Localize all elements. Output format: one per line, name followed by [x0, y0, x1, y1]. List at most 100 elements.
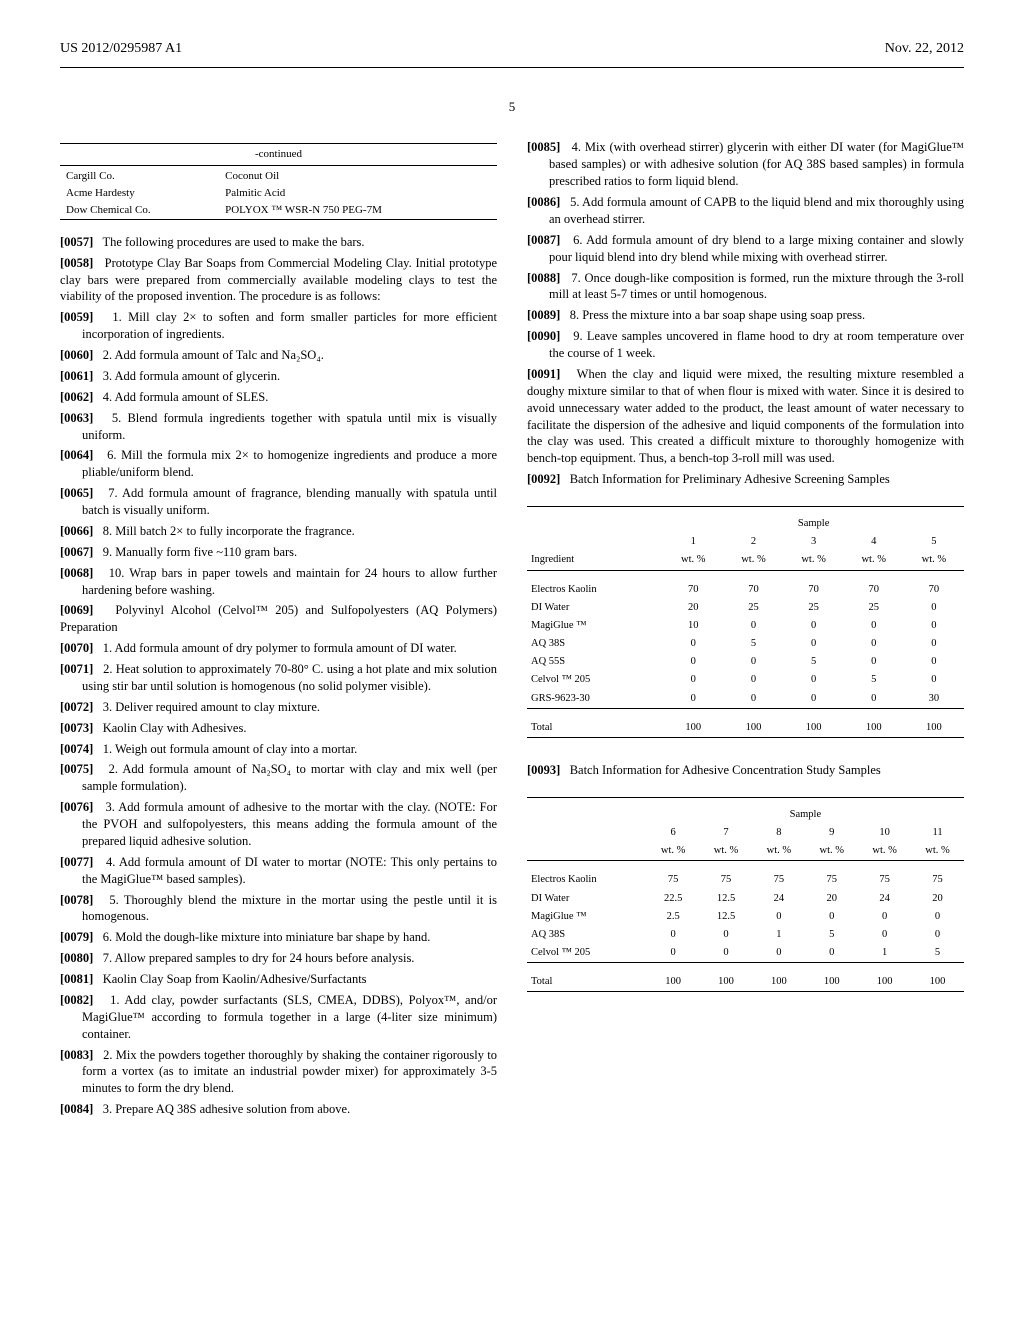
left-paragraphs: [0057] The following procedures are used…: [60, 234, 497, 1118]
value-cell: 25: [723, 599, 783, 617]
value-cell: 75: [858, 871, 911, 889]
paragraph: [0077] 4. Add formula amount of DI water…: [60, 854, 497, 888]
value-cell: 0: [858, 926, 911, 944]
para-number: [0063]: [60, 411, 93, 425]
paragraph: [0072] 3. Deliver required amount to cla…: [60, 699, 497, 716]
value-cell: 0: [752, 944, 805, 963]
para-text: 9. Manually form five ~110 gram bars.: [93, 545, 297, 559]
paragraph: [0076] 3. Add formula amount of adhesive…: [60, 799, 497, 850]
value-cell: 0: [904, 599, 964, 617]
para-number: [0076]: [60, 800, 93, 814]
value-cell: 2.5: [647, 908, 700, 926]
ingredient-cell: Electros Kaolin: [527, 871, 647, 889]
value-cell: 75: [805, 871, 858, 889]
para-number: [0064]: [60, 448, 93, 462]
value-cell: 0: [904, 653, 964, 671]
value-cell: 70: [663, 581, 723, 599]
para-text: 4. Add formula amount of SLES.: [93, 390, 268, 404]
ingredient-cell: DI Water: [527, 890, 647, 908]
para-text: 10. Wrap bars in paper towels and mainta…: [82, 566, 497, 597]
para-text: 2. Mix the powders together thoroughly b…: [82, 1048, 497, 1096]
value-cell: 75: [752, 871, 805, 889]
value-cell: 10: [663, 617, 723, 635]
para-number: [0070]: [60, 641, 93, 655]
para-number: [0091]: [527, 367, 560, 381]
value-cell: 30: [904, 690, 964, 709]
para-text: 7. Add formula amount of fragrance, blen…: [82, 486, 497, 517]
para-text: 6. Mold the dough-like mixture into mini…: [93, 930, 430, 944]
paragraph: [0062] 4. Add formula amount of SLES.: [60, 389, 497, 406]
paragraph: [0071] 2. Heat solution to approximately…: [60, 661, 497, 695]
patent-date: Nov. 22, 2012: [885, 40, 964, 59]
value-cell: 0: [663, 635, 723, 653]
header-rule: [60, 67, 964, 68]
paragraph: [0079] 6. Mold the dough-like mixture in…: [60, 929, 497, 946]
value-cell: 5: [784, 653, 844, 671]
para-number: [0067]: [60, 545, 93, 559]
paragraph: [0057] The following procedures are used…: [60, 234, 497, 251]
value-cell: 24: [752, 890, 805, 908]
para-number: [0072]: [60, 700, 93, 714]
paragraph: [0087] 6. Add formula amount of dry blen…: [527, 232, 964, 266]
table-row: AQ 38S05000: [527, 635, 964, 653]
ingredient-cell: DI Water: [527, 599, 663, 617]
value-cell: 0: [647, 944, 700, 963]
para-text: Polyvinyl Alcohol (Celvol™ 205) and Sulf…: [60, 603, 497, 634]
ingredient-cell: AQ 55S: [527, 653, 663, 671]
para-number: [0085]: [527, 140, 560, 154]
para-text: 1. Add formula amount of dry polymer to …: [93, 641, 456, 655]
para-number: [0079]: [60, 930, 93, 944]
para-number: [0092]: [527, 472, 560, 486]
value-cell: 0: [784, 617, 844, 635]
table-row: Celvol ™ 205000015: [527, 944, 964, 963]
value-cell: 20: [805, 890, 858, 908]
value-cell: 0: [723, 653, 783, 671]
table-row: Electros Kaolin757575757575: [527, 871, 964, 889]
value-cell: 0: [805, 908, 858, 926]
para-text: When the clay and liquid were mixed, the…: [527, 367, 964, 465]
paragraph: [0088] 7. Once dough-like composition is…: [527, 270, 964, 304]
paragraph: [0091] When the clay and liquid were mix…: [527, 366, 964, 467]
value-cell: 0: [723, 690, 783, 709]
table-row: Celvol ™ 20500050: [527, 671, 964, 689]
ingredient-cell: MagiGlue ™: [527, 908, 647, 926]
value-cell: 0: [663, 690, 723, 709]
para-text: 4. Mix (with overhead stirrer) glycerin …: [549, 140, 964, 188]
paragraph: [0066] 8. Mill batch 2× to fully incorpo…: [60, 523, 497, 540]
value-cell: 22.5: [647, 890, 700, 908]
para-number: [0068]: [60, 566, 93, 580]
para-number: [0087]: [527, 233, 560, 247]
para-number: [0059]: [60, 310, 93, 324]
para-text: Batch Information for Preliminary Adhesi…: [560, 472, 889, 486]
paragraph: [0063] 5. Blend formula ingredients toge…: [60, 410, 497, 444]
para-number: [0084]: [60, 1102, 93, 1116]
paragraph: [0070] 1. Add formula amount of dry poly…: [60, 640, 497, 657]
paragraph: [0093] Batch Information for Adhesive Co…: [527, 762, 964, 779]
value-cell: 0: [904, 617, 964, 635]
ingredient-cell: Celvol ™ 205: [527, 944, 647, 963]
para-number: [0083]: [60, 1048, 93, 1062]
para-text: 3. Deliver required amount to clay mixtu…: [93, 700, 320, 714]
para-text: 4. Add formula amount of DI water to mor…: [82, 855, 497, 886]
paragraph: [0089] 8. Press the mixture into a bar s…: [527, 307, 964, 324]
paragraph: [0086] 5. Add formula amount of CAPB to …: [527, 194, 964, 228]
para-number: [0060]: [60, 348, 93, 362]
para-number: [0061]: [60, 369, 93, 383]
value-cell: 0: [844, 617, 904, 635]
page-header: US 2012/0295987 A1 Nov. 22, 2012: [60, 40, 964, 59]
value-cell: 70: [723, 581, 783, 599]
para-text: Kaolin Clay Soap from Kaolin/Adhesive/Su…: [93, 972, 366, 986]
ingredient-cell: AQ 38S: [527, 635, 663, 653]
paragraph: [0084] 3. Prepare AQ 38S adhesive soluti…: [60, 1101, 497, 1118]
table-row: MagiGlue ™100000: [527, 617, 964, 635]
para-number: [0093]: [527, 763, 560, 777]
screening-samples-table: Sample 1 2 3 4 5 Ingredient wt. % wt. % …: [527, 506, 964, 744]
value-cell: 0: [911, 926, 964, 944]
para-text: 1. Add clay, powder surfactants (SLS, CM…: [82, 993, 497, 1041]
table-total-row: Total 100 100 100 100 100 100: [527, 973, 964, 992]
value-cell: 0: [805, 944, 858, 963]
para-text: Batch Information for Adhesive Concentra…: [560, 763, 880, 777]
paragraph: [0065] 7. Add formula amount of fragranc…: [60, 485, 497, 519]
paragraph: [0092] Batch Information for Preliminary…: [527, 471, 964, 488]
value-cell: 70: [844, 581, 904, 599]
